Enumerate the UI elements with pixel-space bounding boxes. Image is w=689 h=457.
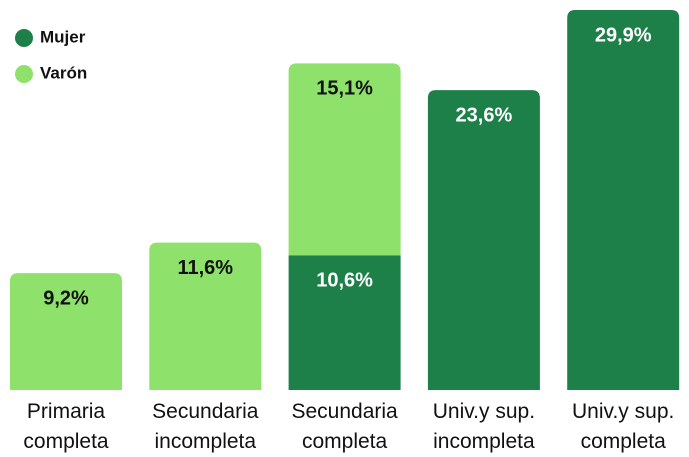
bar [10,273,122,390]
data-label: 15,1% [316,78,373,100]
bar [427,90,540,390]
data-label: 23,6% [456,104,513,126]
legend-label: Varón [40,63,87,82]
legend-label: Mujer [40,27,86,46]
x-tick-label: Univ.y sup. completa [572,400,675,453]
x-tick-label: Primaria completa [23,400,109,453]
data-label: 9,2% [43,287,89,309]
data-label: 11,6% [177,257,233,279]
data-label: 10,6% [316,270,373,292]
bar [288,63,401,256]
legend-marker [15,29,33,47]
x-tick-label: Secundaria completa [291,400,398,453]
bar [149,242,262,390]
x-tick-label: Univ.y sup. incompleta [432,400,536,453]
data-label: 29,9% [595,24,652,46]
x-tick-label: Secundaria incompleta [152,400,259,453]
bar [567,10,680,390]
bar [288,255,401,390]
legend-marker [15,65,33,83]
